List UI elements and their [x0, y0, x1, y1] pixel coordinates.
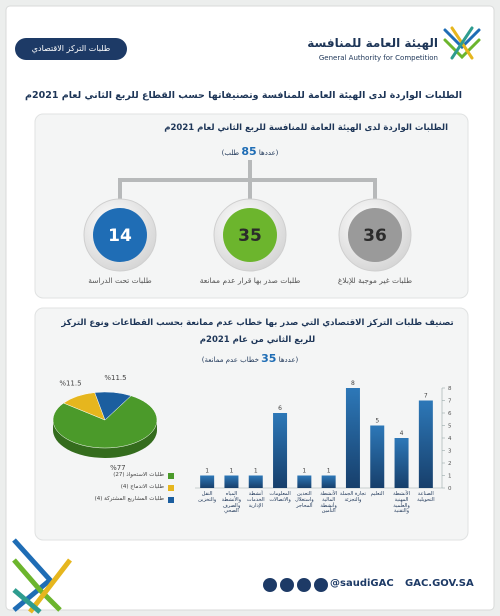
x-tick-label: النقل والتخزين — [198, 491, 217, 503]
circle-value: 35 — [238, 226, 262, 246]
x-tick-label: الصناعة التحويلية — [417, 491, 435, 503]
count-prefix: (عددها — [258, 149, 279, 157]
bar-value-label: 4 — [400, 430, 404, 437]
legend-swatch — [168, 497, 174, 503]
count-suffix: خطاب عدم ممانعة) — [201, 356, 259, 364]
logo — [443, 26, 481, 60]
y-tick-label: 3 — [448, 449, 452, 455]
pie-value-label: %77 — [110, 464, 126, 472]
y-tick-label: 8 — [448, 386, 452, 392]
count-suffix: طلب) — [221, 149, 240, 157]
bar — [297, 475, 312, 488]
tag: طلبات التركز الاقتصادي — [31, 44, 111, 53]
bar-value-label: 6 — [278, 405, 282, 412]
bar-value-label: 1 — [302, 468, 306, 475]
org-name-en: General Authority for Competition — [318, 54, 438, 62]
count: 35 — [261, 352, 277, 365]
circle — [93, 208, 147, 262]
tag-pill — [15, 38, 127, 60]
bar — [273, 413, 288, 488]
bar — [345, 388, 360, 488]
pie-value-label: %11.5 — [59, 380, 81, 388]
bar — [248, 475, 263, 488]
y-tick-label: 5 — [448, 424, 452, 430]
count: 85 — [241, 145, 257, 158]
circle — [348, 208, 402, 262]
x-tick-label: تجارة الجملة والتجزئة — [339, 491, 366, 503]
y-tick-label: 2 — [448, 461, 452, 467]
tree-lines — [118, 160, 377, 200]
count-line: (عددها 85 طلب) — [150, 145, 350, 158]
count-prefix: (عددها — [278, 356, 299, 364]
panel-title: للربع الثاني من عام 2021م — [199, 335, 316, 345]
bar — [394, 438, 409, 488]
pie-slice — [94, 391, 132, 421]
x-tick-label: التعليم — [370, 491, 384, 497]
bar-value-label: 1 — [327, 468, 331, 475]
panel-title: تصنيف طلبات التركز الاقتصادي التي صدر به… — [61, 318, 454, 328]
legend-label: طلبات المشاريع المشتركة (4) — [94, 496, 164, 502]
bar — [224, 475, 239, 488]
legend-swatch — [168, 473, 174, 479]
legend-label: طلبات الاندماج (4) — [120, 484, 164, 490]
x-tick-label: الأنشطة المهنية والعلمية والتقنية — [393, 491, 410, 515]
circle-label: طلبات صدر بها قرار عدم ممانعة — [199, 276, 301, 285]
legend-label: طلبات الاستحواذ (27) — [113, 472, 164, 478]
y-tick-label: 0 — [448, 486, 452, 492]
bar-value-label: 1 — [205, 468, 209, 475]
bar-value-label: 8 — [351, 380, 355, 387]
circle-value: 36 — [363, 226, 387, 246]
pie-slice — [52, 395, 158, 449]
main-title: الطلبات الواردة لدى الهيئة العامة للمناف… — [25, 90, 462, 101]
x-tick-label: المياه والأنشطة والصرف الصحي — [221, 491, 242, 515]
x-tick-label: أنشطة الخدمات الإدارية — [246, 491, 265, 509]
y-tick-label: 1 — [448, 474, 452, 480]
pie-value-label: %11.5 — [104, 374, 126, 382]
footer-logo — [12, 538, 72, 614]
count-line: (عددها 35 خطاب عدم ممانعة) — [150, 352, 350, 365]
website: GAC.GOV.SA — [405, 578, 474, 589]
y-tick-label: 6 — [448, 411, 452, 417]
bar — [321, 475, 336, 488]
bar-value-label: 7 — [424, 393, 428, 400]
y-tick-label: 4 — [448, 436, 452, 442]
social-handle: @saudiGAC — [330, 578, 394, 589]
x-tick-label: المعلومات والاتصالات — [269, 491, 291, 503]
panel-title: الطلبات الواردة لدى الهيئة العامة للمناف… — [164, 123, 448, 133]
bar-value-label: 1 — [254, 468, 258, 475]
social-icons — [263, 578, 328, 592]
x-tick-label: الأنشطة المالية وأنشطة التأمين — [320, 491, 338, 515]
bar — [418, 400, 433, 488]
circle — [223, 208, 277, 262]
bar-value-label: 1 — [230, 468, 234, 475]
circle-value: 14 — [108, 226, 132, 246]
circle-label: طلبات تحت الدراسة — [88, 276, 152, 285]
x-tick-label: التعدين واستغلال المحاجر — [295, 491, 314, 509]
circle-label: طلبات غير موجبة للإبلاغ — [337, 276, 413, 285]
bar — [200, 475, 215, 488]
legend-swatch — [168, 485, 174, 491]
bar-value-label: 5 — [375, 418, 379, 425]
y-tick-label: 7 — [448, 399, 452, 405]
org-name-ar: الهيئة العامة للمنافسة — [307, 36, 438, 50]
bar — [370, 425, 385, 488]
